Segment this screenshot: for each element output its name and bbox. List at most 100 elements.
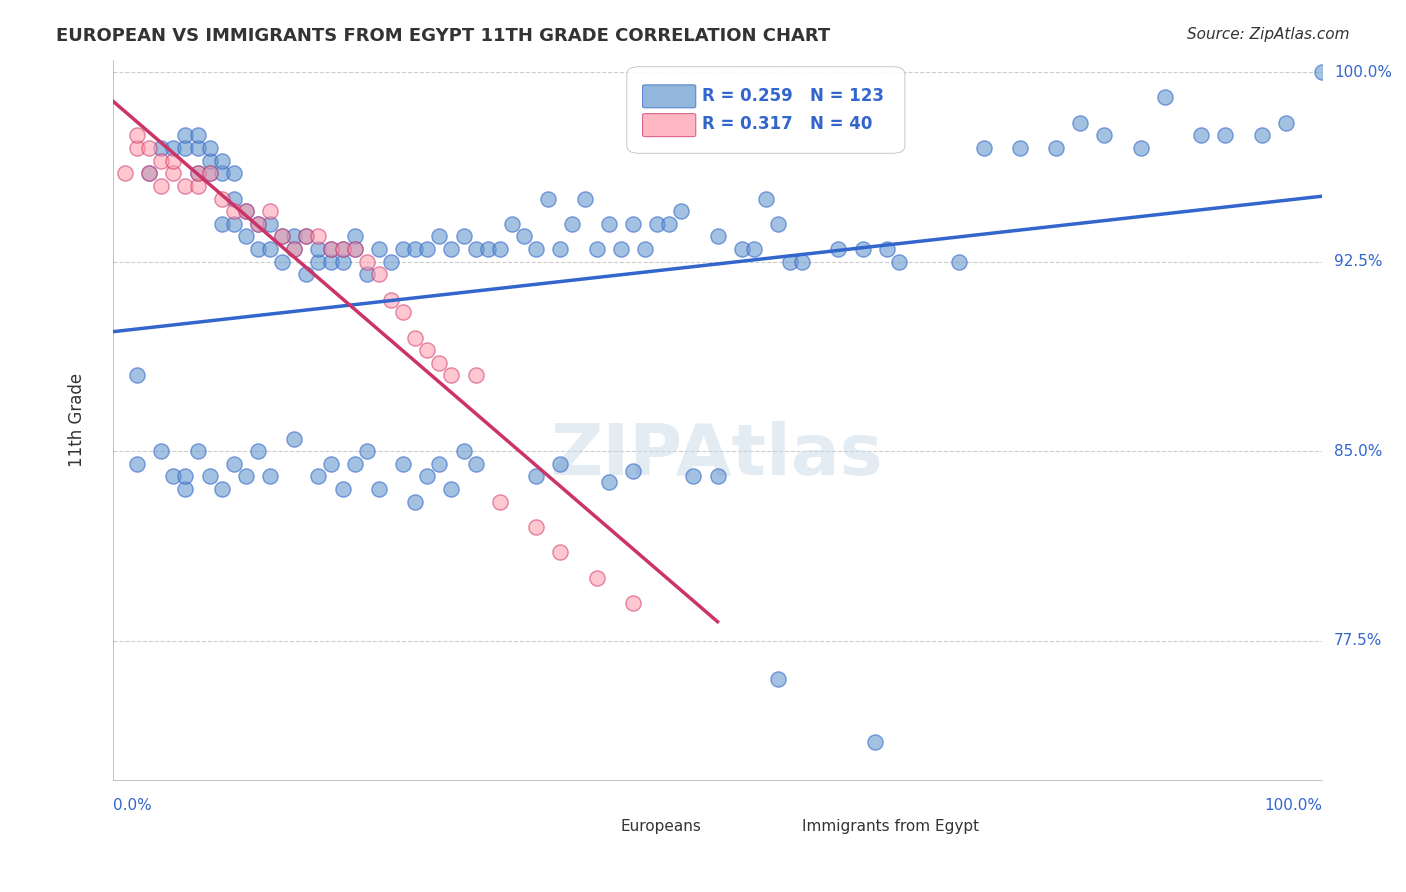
Point xyxy=(283,242,305,256)
Point xyxy=(319,242,342,256)
Point xyxy=(368,242,391,256)
Point xyxy=(731,242,754,256)
Point xyxy=(308,254,330,268)
Text: R = 0.259   N = 123: R = 0.259 N = 123 xyxy=(702,87,884,104)
Point xyxy=(464,242,486,256)
Point xyxy=(621,217,644,231)
Point xyxy=(440,368,463,383)
Point xyxy=(863,735,886,749)
Point xyxy=(948,254,970,268)
Point xyxy=(1250,128,1272,143)
Point xyxy=(150,178,173,193)
Point xyxy=(343,242,366,256)
Point xyxy=(1189,128,1212,143)
Point xyxy=(187,166,209,180)
Point xyxy=(222,166,245,180)
Point xyxy=(501,217,523,231)
Point xyxy=(138,141,160,155)
Text: 100.0%: 100.0% xyxy=(1264,797,1322,813)
Point xyxy=(222,457,245,471)
Point xyxy=(658,217,681,231)
Point xyxy=(271,229,294,244)
Point xyxy=(174,482,197,496)
Point xyxy=(187,178,209,193)
Point xyxy=(574,192,596,206)
Point xyxy=(464,457,486,471)
Point xyxy=(1008,141,1031,155)
Point xyxy=(187,444,209,458)
Point xyxy=(429,229,451,244)
Point xyxy=(645,217,668,231)
Point xyxy=(259,242,281,256)
Point xyxy=(550,457,572,471)
Point xyxy=(198,166,221,180)
Point xyxy=(162,153,184,168)
Point xyxy=(247,444,270,458)
Point xyxy=(247,217,270,231)
Point xyxy=(827,242,849,256)
Point xyxy=(127,457,149,471)
Point xyxy=(127,128,149,143)
Point xyxy=(319,254,342,268)
Point xyxy=(489,242,512,256)
FancyBboxPatch shape xyxy=(643,85,696,108)
Point xyxy=(404,494,426,508)
Point xyxy=(247,217,270,231)
Point xyxy=(187,141,209,155)
Point xyxy=(235,204,257,219)
Point xyxy=(222,204,245,219)
Text: EUROPEAN VS IMMIGRANTS FROM EGYPT 11TH GRADE CORRELATION CHART: EUROPEAN VS IMMIGRANTS FROM EGYPT 11TH G… xyxy=(56,27,831,45)
Point xyxy=(1215,128,1237,143)
Point xyxy=(392,457,415,471)
Point xyxy=(235,229,257,244)
Point xyxy=(1045,141,1067,155)
Text: 77.5%: 77.5% xyxy=(1334,633,1382,648)
Point xyxy=(852,242,875,256)
Point xyxy=(283,432,305,446)
Point xyxy=(114,166,136,180)
Point xyxy=(174,141,197,155)
Text: 85.0%: 85.0% xyxy=(1334,443,1382,458)
Point xyxy=(524,242,547,256)
Point xyxy=(1154,90,1177,104)
Point xyxy=(308,229,330,244)
Point xyxy=(429,356,451,370)
Point xyxy=(524,469,547,483)
Point xyxy=(150,141,173,155)
Point xyxy=(755,192,778,206)
Point xyxy=(150,444,173,458)
Point xyxy=(682,469,704,483)
Point xyxy=(198,166,221,180)
Point xyxy=(198,469,221,483)
Point xyxy=(404,330,426,344)
Point xyxy=(634,242,657,256)
Point xyxy=(621,464,644,478)
Point xyxy=(416,242,439,256)
Point xyxy=(368,482,391,496)
Point xyxy=(766,672,789,686)
Point xyxy=(887,254,910,268)
Point xyxy=(283,242,305,256)
Point xyxy=(343,457,366,471)
FancyBboxPatch shape xyxy=(627,67,905,153)
Point xyxy=(550,242,572,256)
Point xyxy=(127,368,149,383)
Point xyxy=(138,166,160,180)
Point xyxy=(585,570,607,584)
Point xyxy=(706,229,728,244)
Text: 11th Grade: 11th Grade xyxy=(67,373,86,467)
Point xyxy=(671,204,693,219)
Point xyxy=(1069,116,1091,130)
Point xyxy=(561,217,583,231)
Point xyxy=(138,166,160,180)
Point xyxy=(598,475,620,489)
Point xyxy=(524,520,547,534)
Point xyxy=(127,141,149,155)
Text: ZIPAtlas: ZIPAtlas xyxy=(551,421,884,490)
Point xyxy=(162,469,184,483)
Point xyxy=(332,254,354,268)
Point xyxy=(973,141,995,155)
Point xyxy=(1094,128,1116,143)
Point xyxy=(295,229,318,244)
Point xyxy=(585,242,607,256)
